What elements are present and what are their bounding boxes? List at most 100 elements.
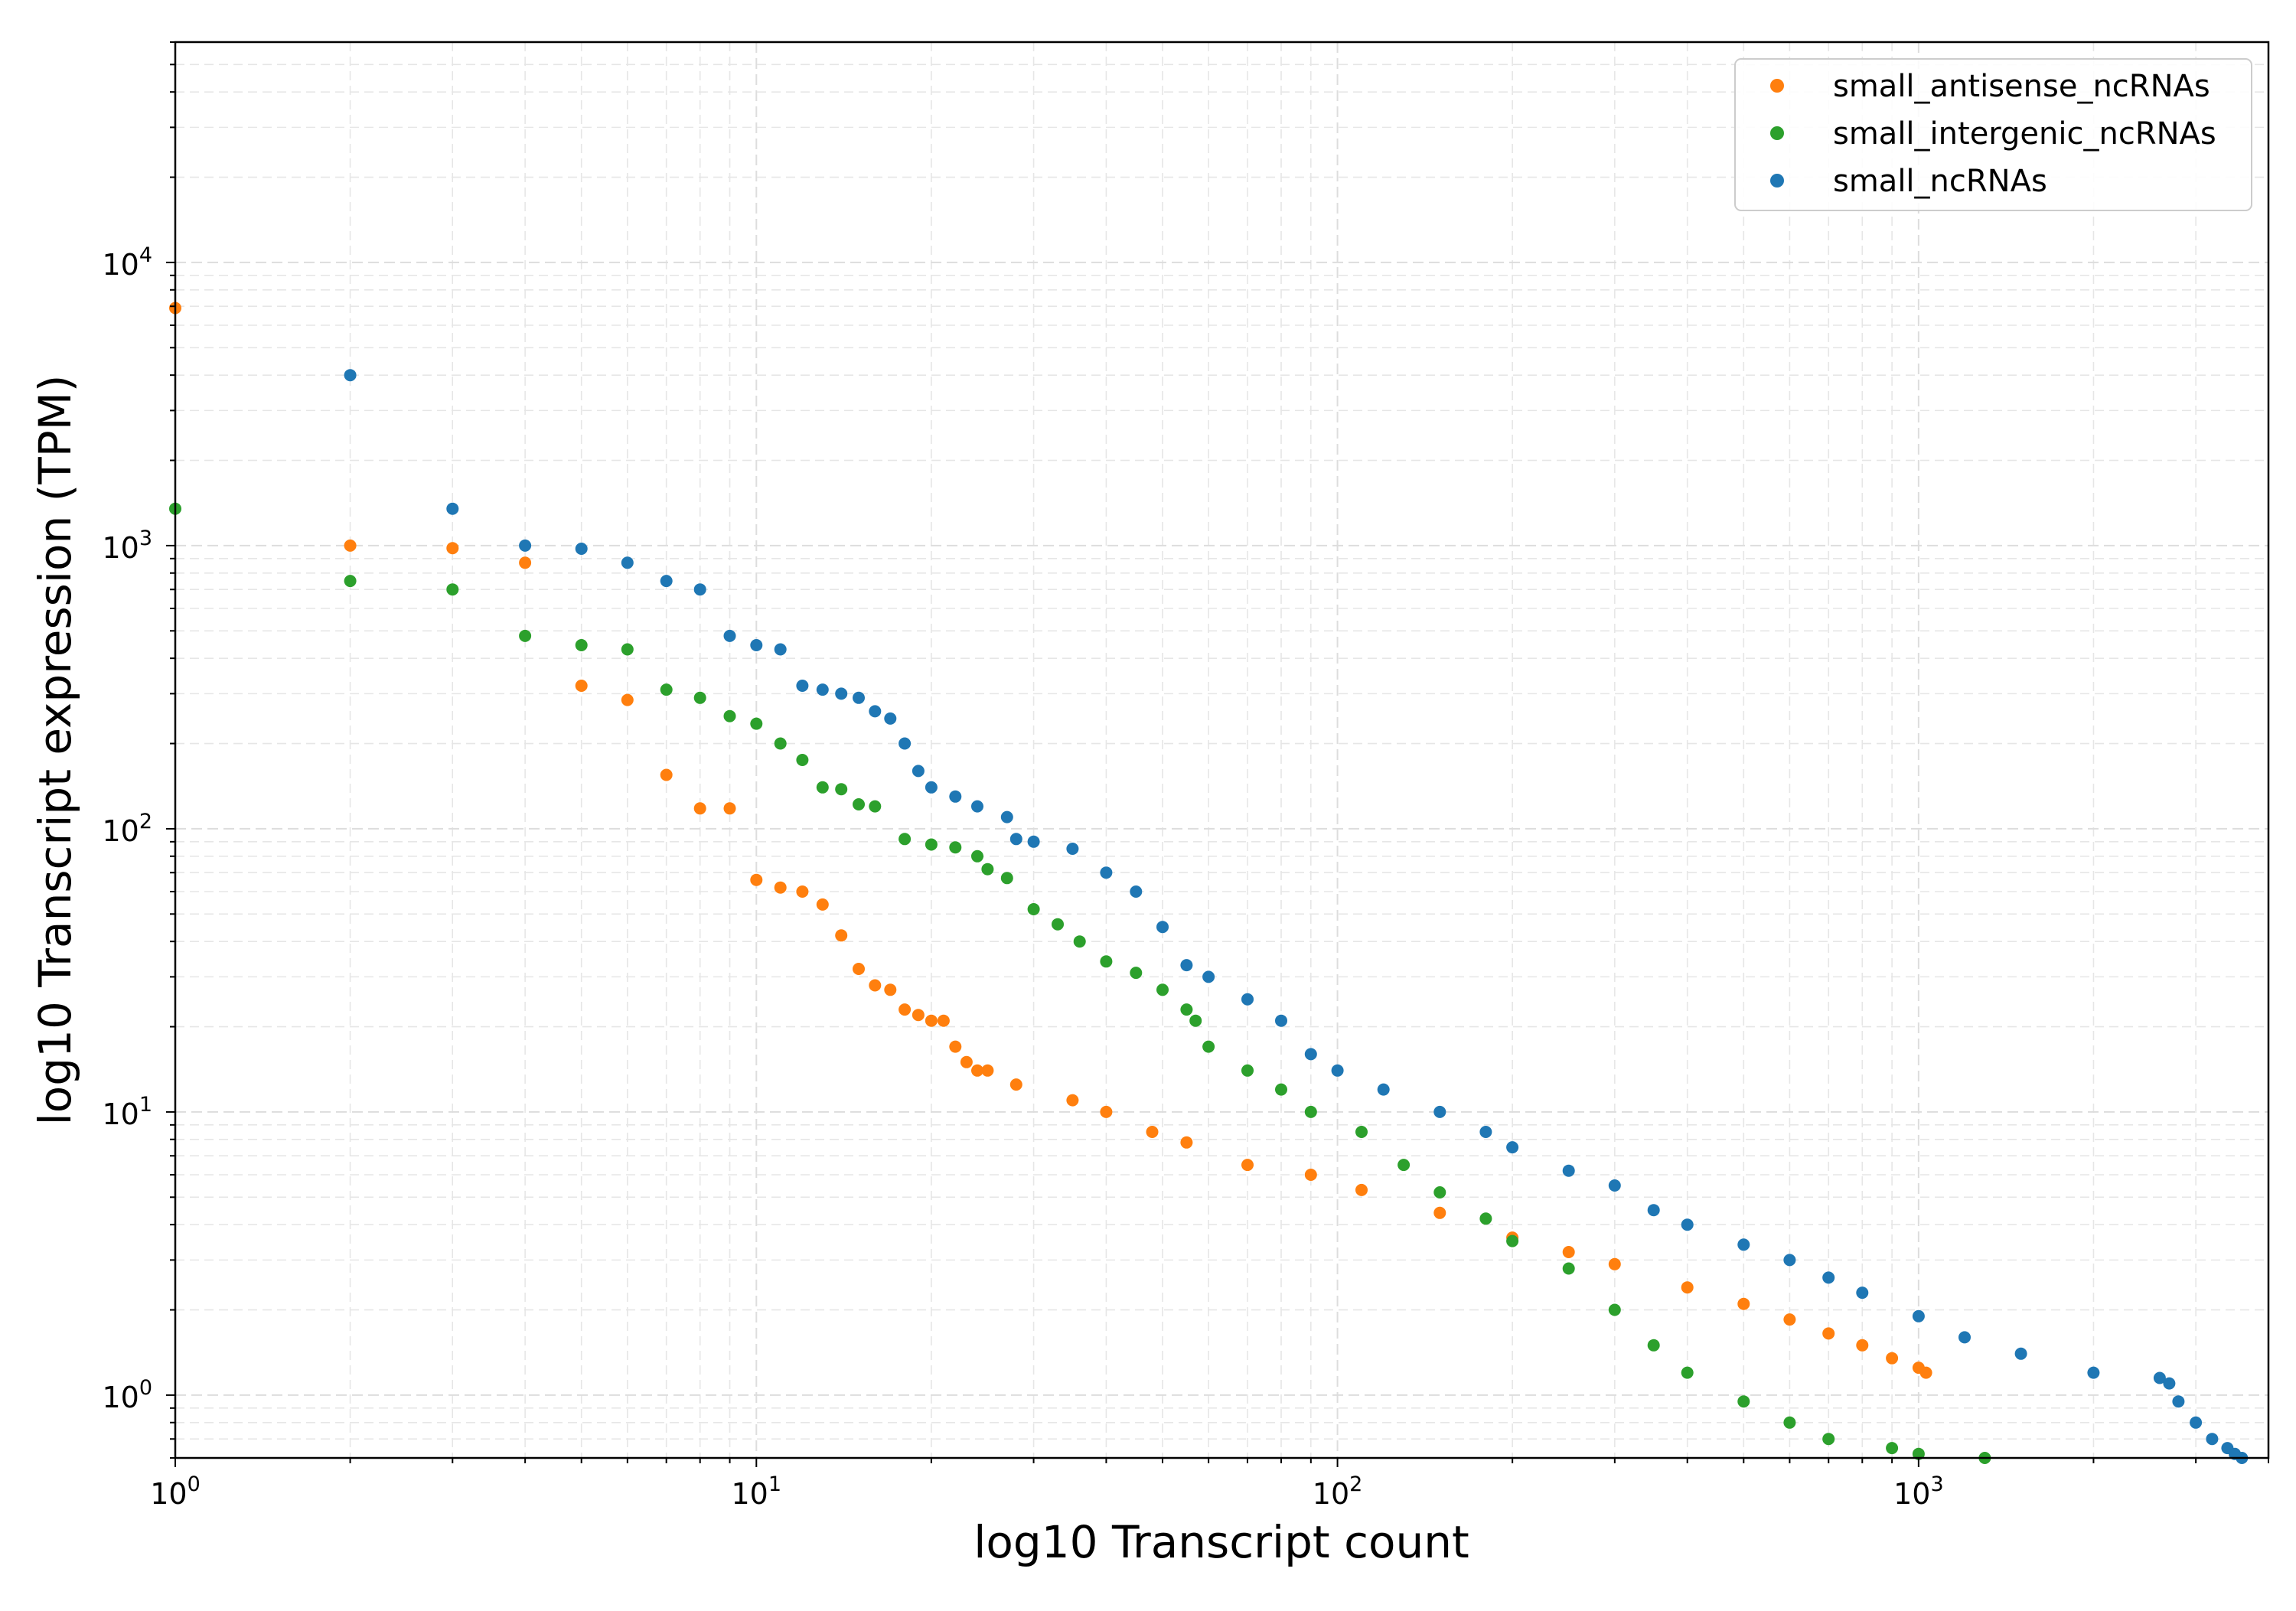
- plot-frame: [174, 41, 2270, 1459]
- data-point: [1886, 1442, 1899, 1455]
- legend: small_antisense_ncRNAs small_intergenic_…: [1734, 58, 2252, 211]
- data-point: [1479, 1126, 1492, 1138]
- data-point: [1919, 1366, 1932, 1379]
- data-point: [816, 781, 829, 794]
- data-point: [1066, 1094, 1079, 1107]
- legend-label-ncrnas: small_ncRNAs: [1833, 164, 2047, 199]
- tick-label-exponent: 1: [768, 1472, 781, 1496]
- data-point: [835, 929, 848, 942]
- data-point: [1180, 1136, 1193, 1149]
- data-point: [344, 575, 357, 588]
- data-point: [1647, 1204, 1660, 1217]
- data-point: [869, 979, 882, 992]
- data-point: [960, 1055, 973, 1068]
- data-point: [971, 800, 983, 813]
- y-tick-label: 104: [102, 243, 152, 282]
- tick-label-exponent: 0: [188, 1472, 201, 1496]
- tick-label-base: 10: [150, 1477, 187, 1511]
- data-point: [723, 629, 736, 642]
- data-point: [1562, 1262, 1575, 1275]
- data-point: [575, 543, 588, 555]
- tick-label-exponent: 2: [139, 810, 152, 833]
- x-tick-label: 101: [732, 1472, 782, 1511]
- tick-label-exponent: 3: [1930, 1472, 1943, 1496]
- data-point: [1355, 1183, 1368, 1196]
- data-point: [1822, 1327, 1835, 1340]
- data-point: [519, 629, 532, 642]
- data-point: [660, 575, 673, 588]
- data-point: [1027, 835, 1040, 848]
- data-point: [853, 963, 865, 975]
- data-point: [723, 802, 736, 815]
- data-point: [816, 683, 829, 696]
- tick-label-base: 10: [102, 814, 139, 848]
- data-point: [949, 841, 962, 854]
- data-point: [796, 680, 809, 692]
- data-point: [796, 754, 809, 766]
- y-tick-label: 103: [102, 527, 152, 565]
- data-point: [1146, 1126, 1159, 1138]
- data-point: [1397, 1159, 1411, 1172]
- data-point: [981, 863, 994, 876]
- data-point: [835, 783, 848, 796]
- data-point: [621, 693, 634, 706]
- x-tick-label: 103: [1893, 1472, 1944, 1511]
- data-point: [1912, 1309, 1925, 1322]
- data-point: [1912, 1447, 1925, 1460]
- data-point: [344, 539, 357, 552]
- data-point: [1886, 1352, 1899, 1365]
- legend-marker-ncrnas: [1770, 174, 1784, 188]
- data-point: [693, 691, 706, 704]
- series-small_ncRNAs: [344, 369, 2249, 1464]
- data-point: [1331, 1064, 1344, 1077]
- data-point: [1275, 1014, 1287, 1027]
- data-point: [1681, 1366, 1694, 1379]
- data-point: [1737, 1238, 1750, 1251]
- data-point: [774, 881, 787, 894]
- data-point: [750, 717, 763, 730]
- data-point: [1100, 955, 1113, 968]
- data-point: [2163, 1377, 2176, 1390]
- data-point: [1608, 1179, 1621, 1192]
- tick-label-base: 10: [102, 531, 139, 565]
- data-point: [1506, 1141, 1519, 1154]
- data-point: [1241, 1159, 1254, 1172]
- data-point: [869, 705, 882, 718]
- tick-label-exponent: 1: [139, 1093, 152, 1117]
- data-point: [446, 542, 459, 555]
- data-point: [925, 1014, 938, 1027]
- x-tick-label: 102: [1313, 1472, 1363, 1511]
- data-point: [937, 1014, 950, 1027]
- data-point: [1562, 1246, 1575, 1258]
- y-tick-label: 100: [102, 1376, 152, 1414]
- data-point: [1202, 1040, 1215, 1053]
- data-point: [344, 369, 357, 382]
- data-point: [925, 838, 938, 851]
- data-point: [774, 737, 787, 750]
- legend-box: [1734, 58, 2252, 211]
- data-point: [1958, 1331, 1971, 1344]
- data-point: [1156, 921, 1169, 934]
- legend-marker-antisense: [1770, 79, 1784, 93]
- data-point: [899, 833, 912, 846]
- tick-label-exponent: 2: [1349, 1472, 1362, 1496]
- data-point: [1156, 983, 1169, 996]
- tick-label-exponent: 4: [139, 243, 152, 267]
- data-point: [1783, 1313, 1796, 1326]
- data-point: [1737, 1297, 1750, 1310]
- data-point: [1304, 1169, 1317, 1181]
- data-point: [750, 873, 763, 886]
- tick-label-exponent: 3: [139, 527, 152, 550]
- data-point: [1052, 918, 1064, 931]
- data-point: [2190, 1416, 2203, 1429]
- data-point: [1433, 1186, 1446, 1198]
- x-tick-label: 100: [150, 1472, 201, 1511]
- data-point: [853, 798, 865, 810]
- data-point: [1180, 1003, 1193, 1016]
- data-point: [1737, 1395, 1750, 1408]
- tick-label-base: 10: [102, 1097, 139, 1131]
- tick-label-base: 10: [102, 248, 139, 282]
- data-point: [949, 790, 962, 803]
- data-point: [2087, 1366, 2100, 1379]
